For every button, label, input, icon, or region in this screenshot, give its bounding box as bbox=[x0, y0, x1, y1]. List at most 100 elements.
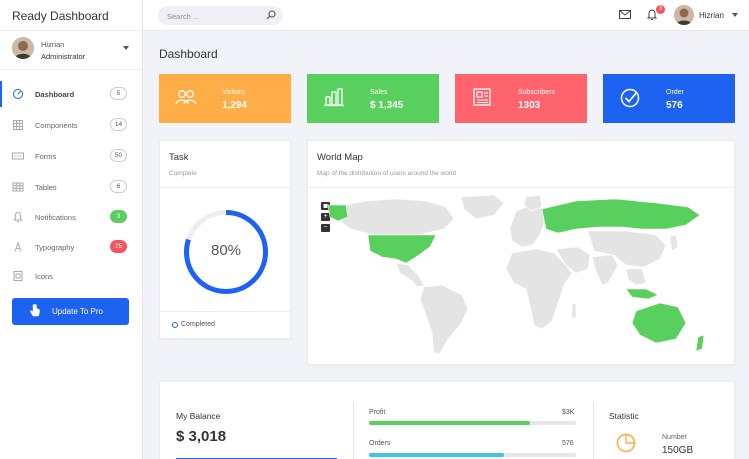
number-value: 150GB bbox=[662, 445, 694, 456]
components-icon bbox=[13, 120, 23, 130]
avatar bbox=[12, 37, 34, 59]
sidebar-item-label: Icons bbox=[35, 272, 53, 281]
zoom-in-button[interactable]: + bbox=[321, 213, 330, 221]
progress-label-orders: Orders bbox=[369, 440, 391, 447]
card-subtitle: Complete bbox=[169, 170, 197, 177]
count-badge: 5 bbox=[110, 87, 127, 100]
sidebar-item-components[interactable]: Components 14 bbox=[0, 112, 142, 138]
forms-icon bbox=[12, 152, 24, 160]
search-icon[interactable] bbox=[266, 10, 276, 20]
count-badge: 3 bbox=[110, 210, 127, 223]
user-role: Administrator bbox=[41, 52, 86, 61]
brand-logo[interactable]: Ready Dashboard bbox=[0, 0, 143, 31]
card-subtitle: Map of the distribution of users around … bbox=[317, 170, 457, 177]
balance-card: My Balance $ 3,018 Profit $3K Orders 576… bbox=[159, 381, 735, 459]
progress-percent: 80% bbox=[210, 242, 242, 259]
sidebar-item-label: Notifications bbox=[35, 213, 76, 222]
card-title: World Map bbox=[317, 152, 363, 163]
balance-value: $ 3,018 bbox=[176, 428, 227, 445]
progress-label-profit: Profit bbox=[369, 409, 386, 416]
sidebar-item-label: Tables bbox=[35, 183, 57, 192]
divider bbox=[308, 187, 734, 188]
number-label: Number bbox=[662, 434, 687, 441]
sidebar-item-label: Forms bbox=[35, 152, 57, 161]
sidebar-item-icons[interactable]: Icons bbox=[0, 263, 142, 289]
task-card: Task Complete 80% Completed bbox=[159, 140, 291, 339]
stat-label: Order bbox=[666, 89, 684, 96]
stat-value: 576 bbox=[666, 100, 683, 111]
sidebar-item-label: Typography bbox=[35, 243, 75, 252]
stat-card-visitors: Visitors 1,294 bbox=[159, 74, 291, 123]
legend-label: Completed bbox=[181, 321, 215, 328]
stat-card-order: Order 576 bbox=[603, 74, 735, 123]
balance-title: My Balance bbox=[176, 411, 221, 421]
top-navbar: 3 Hizrian bbox=[143, 0, 749, 31]
typography-icon bbox=[14, 241, 22, 252]
search-input[interactable] bbox=[158, 7, 258, 26]
count-badge: 6 bbox=[110, 180, 127, 193]
newspaper-icon bbox=[473, 88, 491, 106]
statistic-title: Statistic bbox=[609, 411, 639, 421]
sidebar-item-label: Dashboard bbox=[35, 90, 75, 99]
chevron-down-icon[interactable] bbox=[123, 46, 129, 50]
tables-icon bbox=[12, 182, 24, 192]
stat-value: 1,294 bbox=[222, 100, 248, 111]
progress-fill-orders bbox=[369, 453, 504, 457]
progress-value-profit: $3K bbox=[562, 409, 575, 416]
username[interactable]: Hizrian bbox=[699, 11, 724, 20]
world-map[interactable] bbox=[326, 193, 726, 358]
user-name: Hizrian bbox=[41, 40, 65, 49]
update-to-pro-button[interactable]: Update To Pro bbox=[12, 298, 129, 325]
progress-value-orders: 576 bbox=[562, 440, 574, 447]
sidebar-item-notifications[interactable]: Notifications 3 bbox=[0, 204, 142, 230]
search-box bbox=[158, 6, 283, 26]
stat-card-sales: Sales $ 1,345 bbox=[307, 74, 439, 123]
stat-label: Sales bbox=[370, 89, 388, 96]
sidebar-item-typography[interactable]: Typography 25 bbox=[0, 234, 142, 260]
sidebar-item-forms[interactable]: Forms 50 bbox=[0, 143, 142, 169]
legend-marker bbox=[172, 322, 178, 328]
chevron-down-icon[interactable] bbox=[732, 13, 738, 17]
map-reset-button[interactable] bbox=[321, 202, 330, 210]
sidebar-user[interactable]: Hizrian Administrator bbox=[0, 31, 142, 70]
avatar[interactable] bbox=[674, 5, 694, 25]
stat-value: $ 1,345 bbox=[370, 100, 404, 111]
stat-value: 1303 bbox=[518, 100, 541, 111]
progress-fill-profit bbox=[369, 421, 531, 425]
divider bbox=[353, 402, 354, 459]
zoom-out-button[interactable]: − bbox=[321, 224, 330, 232]
check-circle-icon bbox=[620, 88, 640, 108]
cta-label: Update To Pro bbox=[52, 307, 103, 316]
task-progress-ring bbox=[184, 210, 268, 294]
notification-badge: 3 bbox=[656, 5, 665, 14]
bell-icon bbox=[13, 211, 23, 222]
icons-icon bbox=[13, 271, 23, 281]
sidebar: Hizrian Administrator Dashboard 5 Compon… bbox=[0, 31, 143, 459]
stat-label: Subscribers bbox=[518, 89, 555, 96]
progress-arc bbox=[184, 210, 268, 294]
users-icon bbox=[175, 90, 197, 105]
divider bbox=[160, 187, 290, 188]
highlighted-regions bbox=[327, 198, 705, 352]
stat-label: Visitors bbox=[222, 89, 245, 96]
sidebar-item-label: Components bbox=[35, 121, 78, 130]
pie-chart-icon bbox=[616, 433, 636, 453]
sidebar-item-tables[interactable]: Tables 6 bbox=[0, 174, 142, 200]
stat-card-subscribers: Subscribers 1303 bbox=[455, 74, 587, 123]
bell-icon[interactable] bbox=[647, 9, 657, 21]
page-title: Dashboard bbox=[159, 47, 218, 61]
count-badge: 14 bbox=[110, 118, 127, 131]
hand-pointer-icon bbox=[30, 304, 40, 317]
count-badge: 25 bbox=[110, 240, 127, 253]
count-badge: 50 bbox=[110, 149, 127, 162]
card-title: Task bbox=[169, 152, 189, 163]
bar-chart-icon bbox=[324, 88, 344, 107]
mail-icon[interactable] bbox=[619, 10, 631, 19]
divider bbox=[160, 311, 290, 312]
progress-track-orders bbox=[369, 453, 576, 457]
divider bbox=[593, 402, 594, 459]
sidebar-item-dashboard[interactable]: Dashboard 5 bbox=[0, 81, 142, 107]
dashboard-icon bbox=[13, 89, 23, 99]
world-map-card: World Map Map of the distribution of use… bbox=[307, 140, 735, 365]
progress-track-profit bbox=[369, 421, 576, 425]
